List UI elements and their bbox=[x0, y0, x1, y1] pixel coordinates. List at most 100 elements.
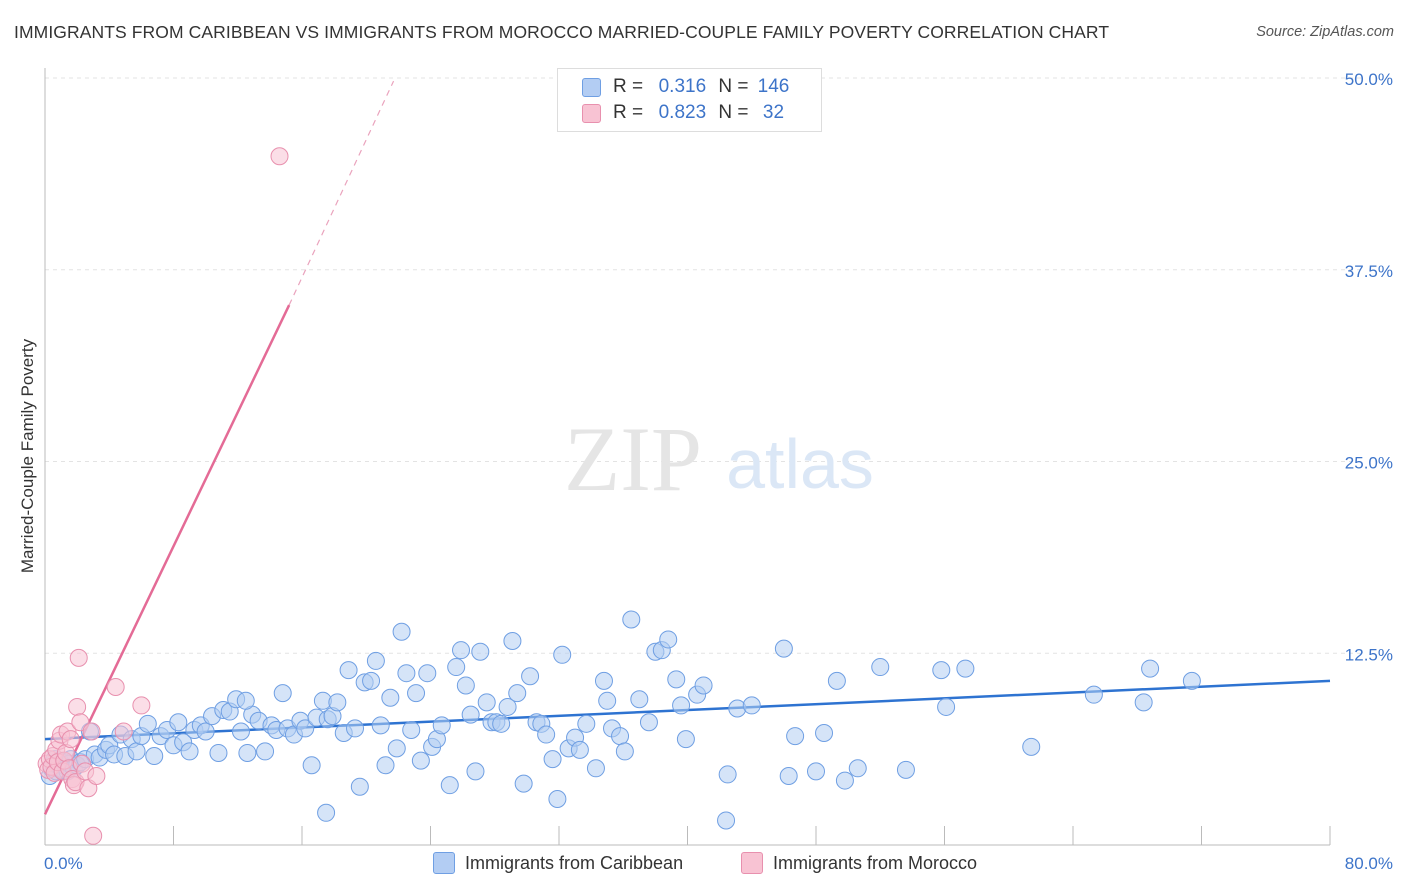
data-point-caribbean bbox=[1141, 659, 1160, 678]
data-point-caribbean bbox=[827, 671, 846, 690]
data-point-caribbean bbox=[238, 743, 257, 762]
data-point-caribbean bbox=[447, 658, 466, 677]
data-point-caribbean bbox=[492, 714, 511, 733]
data-point-caribbean bbox=[302, 756, 321, 775]
data-point-caribbean bbox=[350, 777, 369, 796]
data-point-caribbean bbox=[611, 727, 630, 746]
data-point-caribbean bbox=[815, 724, 834, 743]
watermark-atlas: atlas bbox=[726, 425, 874, 503]
data-point-morocco bbox=[69, 648, 88, 667]
data-point-caribbean bbox=[774, 639, 793, 658]
data-point-morocco bbox=[114, 722, 133, 741]
data-point-morocco bbox=[61, 730, 80, 749]
legend-r-label: R = bbox=[613, 102, 644, 123]
data-point-caribbean bbox=[508, 684, 527, 703]
data-point-caribbean bbox=[1182, 671, 1201, 690]
data-point-caribbean bbox=[196, 722, 215, 741]
y-tick-label: 12.5% bbox=[1345, 645, 1393, 664]
data-point-caribbean bbox=[169, 713, 188, 732]
data-point-caribbean bbox=[371, 716, 390, 735]
data-point-caribbean bbox=[138, 714, 157, 733]
data-point-caribbean bbox=[339, 661, 358, 680]
tick-labels: 12.5% 25.0% 37.5% 50.0% 0.0% 80.0% bbox=[44, 70, 1393, 873]
data-point-caribbean bbox=[407, 684, 426, 703]
data-point-caribbean bbox=[456, 676, 475, 695]
data-point-morocco bbox=[82, 722, 101, 741]
data-point-caribbean bbox=[667, 670, 686, 689]
data-point-morocco bbox=[84, 826, 103, 845]
x-tick-label: 0.0% bbox=[44, 854, 83, 873]
data-point-caribbean bbox=[871, 658, 890, 677]
data-point-caribbean bbox=[466, 762, 485, 781]
data-point-morocco bbox=[68, 697, 87, 716]
data-point-caribbean bbox=[236, 691, 255, 710]
data-point-caribbean bbox=[346, 719, 365, 738]
data-point-caribbean bbox=[956, 659, 975, 678]
axes bbox=[44, 68, 1331, 846]
data-point-caribbean bbox=[717, 811, 736, 830]
data-point-caribbean bbox=[381, 688, 400, 707]
data-point-caribbean bbox=[786, 727, 805, 746]
data-point-caribbean bbox=[896, 760, 915, 779]
data-point-caribbean bbox=[418, 664, 437, 683]
x-tick-label: 80.0% bbox=[1345, 854, 1393, 873]
grid-lines bbox=[45, 77, 1365, 654]
data-point-caribbean bbox=[471, 642, 490, 661]
data-point-caribbean bbox=[1134, 693, 1153, 712]
y-tick-label: 25.0% bbox=[1345, 454, 1393, 473]
legend-swatch-caribbean bbox=[433, 852, 455, 874]
data-point-caribbean bbox=[397, 664, 416, 683]
y-tick-label: 37.5% bbox=[1345, 262, 1393, 281]
legend-swatch-morocco bbox=[741, 852, 763, 874]
legend-item-morocco: Immigrants from Morocco bbox=[741, 852, 977, 874]
data-point-caribbean bbox=[835, 771, 854, 790]
data-point-caribbean bbox=[577, 714, 596, 733]
data-point-caribbean bbox=[503, 631, 522, 650]
data-point-caribbean bbox=[440, 776, 459, 795]
data-point-caribbean bbox=[461, 705, 480, 724]
data-point-caribbean bbox=[937, 697, 956, 716]
data-point-caribbean bbox=[296, 719, 315, 738]
data-point-caribbean bbox=[477, 693, 496, 712]
data-point-caribbean bbox=[145, 747, 164, 766]
legend-n-value: 32 bbox=[762, 102, 785, 123]
data-point-caribbean bbox=[848, 759, 867, 778]
data-point-morocco bbox=[132, 696, 151, 715]
data-point-caribbean bbox=[432, 716, 451, 735]
data-point-caribbean bbox=[598, 691, 617, 710]
legend-r-value: 0.316 bbox=[658, 76, 707, 97]
legend-row-morocco: R = 0.823 N = 32 bbox=[582, 101, 799, 125]
data-point-caribbean bbox=[376, 756, 395, 775]
data-point-caribbean bbox=[402, 720, 421, 739]
chart-title: IMMIGRANTS FROM CARIBBEAN VS IMMIGRANTS … bbox=[14, 22, 1110, 42]
stats-legend: R = 0.316 N = 146 R = 0.823 N = 32 bbox=[557, 68, 822, 132]
data-point-caribbean bbox=[392, 622, 411, 641]
data-point-caribbean bbox=[231, 722, 250, 741]
series-caribbean-points bbox=[40, 610, 1201, 830]
data-point-caribbean bbox=[317, 803, 336, 822]
data-point-morocco bbox=[106, 677, 125, 696]
data-point-caribbean bbox=[742, 696, 761, 715]
data-point-caribbean bbox=[1022, 737, 1041, 756]
data-point-caribbean bbox=[672, 696, 691, 715]
data-point-caribbean bbox=[537, 725, 556, 744]
watermark: ZIP atlas bbox=[564, 408, 874, 510]
data-point-caribbean bbox=[543, 750, 562, 769]
legend-label-caribbean: Immigrants from Caribbean bbox=[465, 852, 684, 873]
watermark-zip: ZIP bbox=[564, 408, 702, 510]
data-point-caribbean bbox=[630, 690, 649, 709]
data-point-caribbean bbox=[256, 742, 275, 761]
data-point-caribbean bbox=[553, 645, 572, 664]
legend-n-label: N = bbox=[718, 102, 749, 123]
data-point-caribbean bbox=[548, 789, 567, 808]
data-point-caribbean bbox=[659, 630, 678, 649]
data-point-caribbean bbox=[779, 766, 798, 785]
data-point-caribbean bbox=[180, 742, 199, 761]
legend-swatch-caribbean bbox=[582, 77, 601, 97]
data-point-caribbean bbox=[328, 693, 347, 712]
legend-r-label: R = bbox=[613, 76, 644, 97]
data-point-caribbean bbox=[807, 762, 825, 781]
legend-swatch-morocco bbox=[582, 103, 601, 123]
data-point-caribbean bbox=[594, 671, 613, 690]
